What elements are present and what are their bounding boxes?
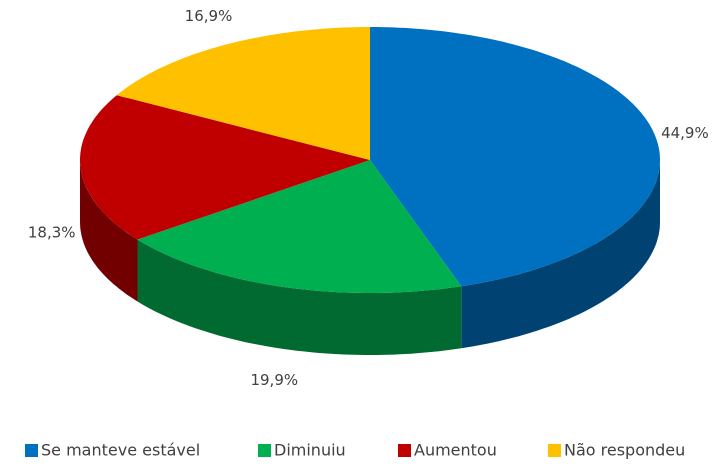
legend-swatch [258, 444, 271, 457]
slice-side [137, 239, 462, 355]
data-label: 16,9% [185, 7, 233, 25]
slice [116, 27, 370, 160]
slice [137, 160, 462, 293]
data-label: 19,9% [250, 371, 298, 389]
legend-label: Diminuiu [274, 441, 346, 460]
legend-swatch [548, 444, 561, 457]
slice [370, 27, 660, 287]
legend-label: Se manteve estável [41, 441, 200, 460]
legend-label: Não respondeu [564, 441, 685, 460]
slice-side [80, 160, 138, 302]
legend-swatch [398, 444, 411, 457]
slice [80, 95, 370, 240]
slice-side [461, 160, 660, 349]
data-label: 44,9% [661, 124, 709, 142]
legend-label: Aumentou [414, 441, 497, 460]
data-label: 18,3% [28, 224, 76, 242]
legend-swatch [25, 444, 38, 457]
